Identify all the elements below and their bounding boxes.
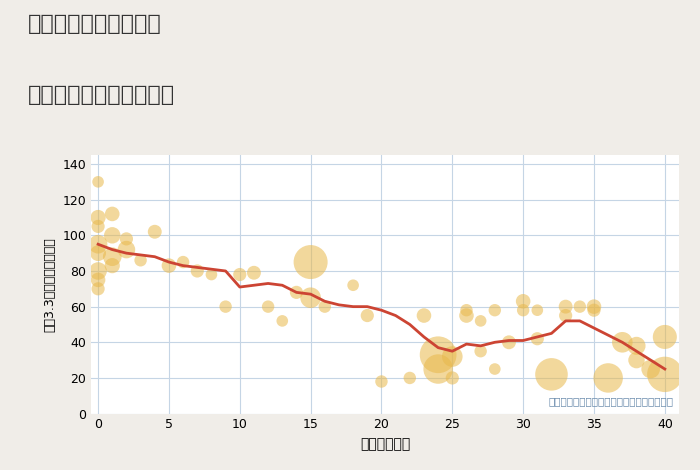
Point [631,342,642,350]
Point [376,378,387,385]
Point [645,365,657,373]
Point [92,241,104,248]
Text: 築年数別中古戸建て価格: 築年数別中古戸建て価格 [28,85,175,105]
Point [659,371,671,378]
Point [503,338,514,346]
Text: 円の大きさは、取引のあった物件面積を示す: 円の大きさは、取引のあった物件面積を示す [548,396,673,406]
Text: 奈良県奈良市中山町の: 奈良県奈良市中山町の [28,14,162,34]
Point [206,271,217,278]
Point [475,347,486,355]
Point [220,303,231,310]
Point [92,276,104,284]
Point [92,223,104,230]
Point [404,374,415,382]
Point [276,317,288,325]
Point [560,303,571,310]
Point [149,228,160,235]
Point [135,257,146,264]
Point [489,365,500,373]
Point [305,258,316,266]
Point [532,306,543,314]
Point [461,312,472,319]
Y-axis label: 坪（3.3㎡）単価（万円）: 坪（3.3㎡）単価（万円） [43,237,57,332]
Point [163,262,174,269]
X-axis label: 築年数（年）: 築年数（年） [360,437,410,451]
Point [461,306,472,314]
Point [106,232,118,239]
Point [574,303,585,310]
Point [659,333,671,341]
Point [121,246,132,253]
Point [589,303,600,310]
Point [433,351,444,359]
Point [234,271,246,278]
Point [447,374,458,382]
Point [92,214,104,221]
Point [178,258,189,266]
Point [92,178,104,186]
Point [319,303,330,310]
Point [517,298,528,305]
Point [560,312,571,319]
Point [106,262,118,269]
Point [248,269,260,276]
Point [617,338,628,346]
Point [475,317,486,325]
Point [603,374,614,382]
Point [106,210,118,218]
Point [517,306,528,314]
Point [362,312,373,319]
Point [92,250,104,257]
Point [290,289,302,296]
Point [192,267,203,275]
Point [546,371,557,378]
Point [347,282,358,289]
Point [262,303,274,310]
Point [433,365,444,373]
Point [589,306,600,314]
Point [305,294,316,301]
Point [121,235,132,243]
Point [419,312,430,319]
Point [532,335,543,343]
Point [92,267,104,275]
Point [92,285,104,292]
Point [106,253,118,260]
Point [447,353,458,360]
Point [631,356,642,364]
Point [489,306,500,314]
